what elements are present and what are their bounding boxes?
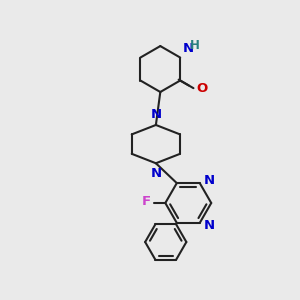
Text: N: N: [183, 42, 194, 55]
Text: N: N: [203, 174, 214, 187]
Text: F: F: [142, 195, 151, 208]
Text: N: N: [203, 219, 214, 232]
Text: N: N: [150, 167, 161, 180]
Text: H: H: [190, 39, 200, 52]
Text: O: O: [196, 82, 208, 95]
Text: N: N: [150, 108, 161, 122]
